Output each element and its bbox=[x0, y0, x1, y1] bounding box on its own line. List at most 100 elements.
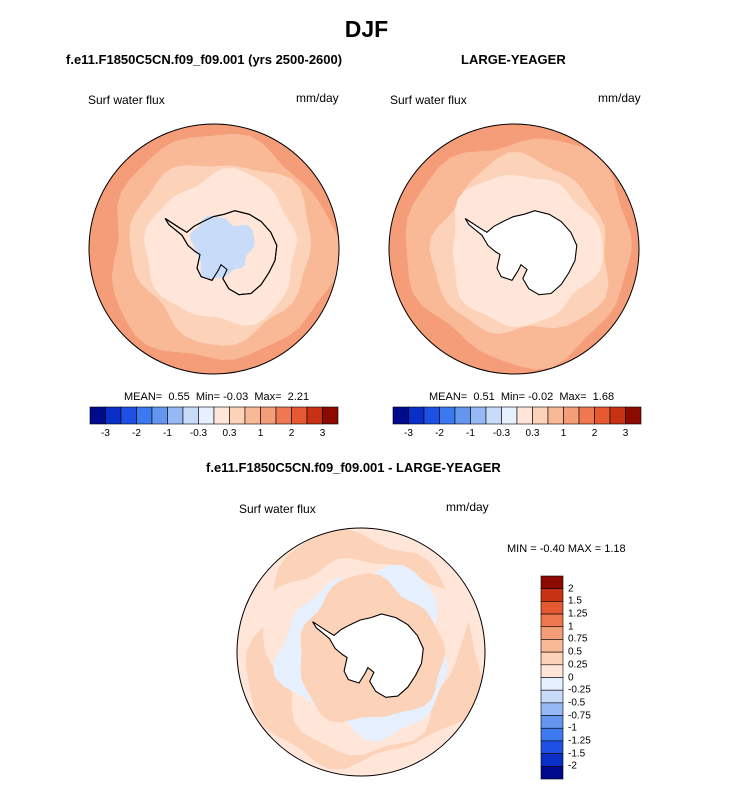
panel2-max-label: Max= bbox=[559, 391, 587, 403]
colorbar-box bbox=[563, 406, 580, 425]
colorbar-box bbox=[540, 677, 564, 691]
colorbar-box bbox=[578, 406, 595, 425]
map-field-1 bbox=[89, 124, 339, 374]
panel1-variable-label: Surf water flux bbox=[88, 93, 165, 107]
colorbar-box bbox=[485, 406, 502, 425]
map-panel-1 bbox=[88, 123, 340, 375]
colorbar-tick-label: -3 bbox=[101, 428, 110, 439]
colorbar-box bbox=[260, 406, 277, 425]
colorbar-box bbox=[423, 406, 440, 425]
panel1-colorbar bbox=[89, 406, 339, 425]
panel2-colorbar bbox=[392, 406, 642, 425]
colorbar-tick-label: -2 bbox=[132, 428, 141, 439]
colorbar-box bbox=[229, 406, 246, 425]
colorbar-box bbox=[105, 406, 122, 425]
panel1-mean-value: 0.55 bbox=[168, 391, 190, 403]
colorbar-tick-label: -2 bbox=[568, 760, 577, 772]
colorbar-box bbox=[198, 406, 215, 425]
colorbar-box bbox=[516, 406, 533, 425]
colorbar-box bbox=[540, 715, 564, 729]
colorbar-tick-label: 0.3 bbox=[222, 428, 237, 439]
panel2-min-value: -0.02 bbox=[528, 391, 554, 403]
colorbar-tick-label: 1 bbox=[257, 428, 264, 439]
panel1-mean-label: MEAN= bbox=[124, 391, 163, 403]
colorbar-box bbox=[439, 406, 456, 425]
panel1-min-label: Min= bbox=[195, 391, 221, 403]
colorbar-box bbox=[540, 689, 564, 704]
colorbar-box bbox=[540, 702, 564, 716]
panel3-title: f.e11.F1850C5CN.f09_f09.001 - LARGE-YEAG… bbox=[206, 460, 501, 475]
colorbar-box bbox=[532, 406, 549, 425]
panel1-min-value: -0.03 bbox=[223, 391, 249, 403]
antarctica-coastline bbox=[464, 210, 578, 296]
colorbar-box bbox=[547, 406, 564, 425]
colorbar-tick-label: 0.5 bbox=[568, 646, 582, 658]
colorbar-box bbox=[454, 406, 471, 425]
map-border bbox=[388, 123, 640, 375]
panel2-stats: MEAN= 0.51 Min= -0.02 Max= 1.68 bbox=[429, 391, 614, 403]
colorbar-box bbox=[540, 753, 564, 767]
panel2-mean-label: MEAN= bbox=[429, 391, 468, 403]
colorbar-box bbox=[540, 727, 564, 742]
panel3-units-label: mm/day bbox=[446, 500, 489, 514]
colorbar-tick-label: 3 bbox=[319, 428, 326, 439]
interior-field bbox=[190, 215, 255, 280]
colorbar-tick-label: -2 bbox=[435, 428, 444, 439]
colorbar-box bbox=[470, 406, 487, 425]
panel3-colorbar bbox=[540, 575, 564, 780]
colorbar-tick-label: 1.5 bbox=[568, 595, 582, 607]
map-panel-3 bbox=[236, 527, 486, 777]
colorbar-tick-label: -3 bbox=[404, 428, 413, 439]
colorbar-tick-label: -0.3 bbox=[189, 428, 208, 439]
colorbar-box bbox=[540, 601, 564, 615]
panel2-max-value: 1.68 bbox=[592, 391, 615, 403]
colorbar-box bbox=[609, 406, 626, 425]
panel3-variable-label: Surf water flux bbox=[239, 502, 316, 516]
panel1-max-value: 2.21 bbox=[287, 391, 310, 403]
panel3-minmax: MIN = -0.40 MAX = 1.18 bbox=[507, 543, 626, 555]
panel2-mean-value: 0.51 bbox=[473, 391, 495, 403]
colorbar-box bbox=[540, 626, 564, 640]
colorbar-tick-label: 1 bbox=[560, 428, 567, 439]
colorbar-box bbox=[408, 406, 425, 425]
colorbar-tick-label: -0.5 bbox=[568, 697, 586, 709]
map-field-3 bbox=[237, 528, 485, 776]
panel1-stats: MEAN= 0.55 Min= -0.03 Max= 2.21 bbox=[124, 391, 309, 403]
colorbar-box bbox=[540, 613, 564, 628]
panel1-title: f.e11.F1850C5CN.f09_f09.001 (yrs 2500-26… bbox=[66, 52, 343, 67]
colorbar-tick-label: 1 bbox=[568, 621, 574, 633]
colorbar-tick-label: -1 bbox=[568, 722, 577, 734]
colorbar-tick-label: 1.25 bbox=[568, 608, 588, 620]
colorbar-tick-label: -0.3 bbox=[492, 428, 511, 439]
colorbar-tick-label: 0.75 bbox=[568, 633, 588, 645]
colorbar-box bbox=[120, 406, 137, 425]
colorbar-box bbox=[594, 406, 611, 425]
colorbar-box bbox=[182, 406, 199, 425]
panel1-max-label: Max= bbox=[254, 391, 282, 403]
colorbar-box bbox=[501, 406, 518, 425]
colorbar-box bbox=[540, 639, 564, 653]
antarctica-outline bbox=[164, 210, 278, 296]
map-border bbox=[88, 123, 340, 375]
colorbar-box bbox=[540, 588, 564, 602]
colorbar-box bbox=[306, 406, 323, 425]
colorbar-tick-label: 0 bbox=[568, 672, 574, 683]
panel2-units-label: mm/day bbox=[598, 91, 641, 105]
map-field-2 bbox=[389, 124, 639, 374]
colorbar-tick-label: 0.25 bbox=[568, 659, 588, 671]
colorbar-box bbox=[540, 664, 564, 678]
figure-title: DJF bbox=[344, 16, 389, 42]
colorbar-box bbox=[540, 766, 564, 780]
colorbar-box bbox=[136, 406, 153, 425]
colorbar-box bbox=[540, 651, 564, 666]
panel2-min-label: Min= bbox=[500, 391, 526, 403]
colorbar-tick-label: -1 bbox=[466, 428, 475, 439]
colorbar-tick-label: -1 bbox=[163, 428, 172, 439]
colorbar-tick-label: -0.25 bbox=[568, 684, 591, 696]
colorbar-tick-label: 2 bbox=[568, 583, 574, 595]
colorbar-box bbox=[291, 406, 308, 425]
colorbar-box bbox=[275, 406, 292, 425]
colorbar-box bbox=[213, 406, 230, 425]
colorbar-box bbox=[625, 406, 642, 425]
